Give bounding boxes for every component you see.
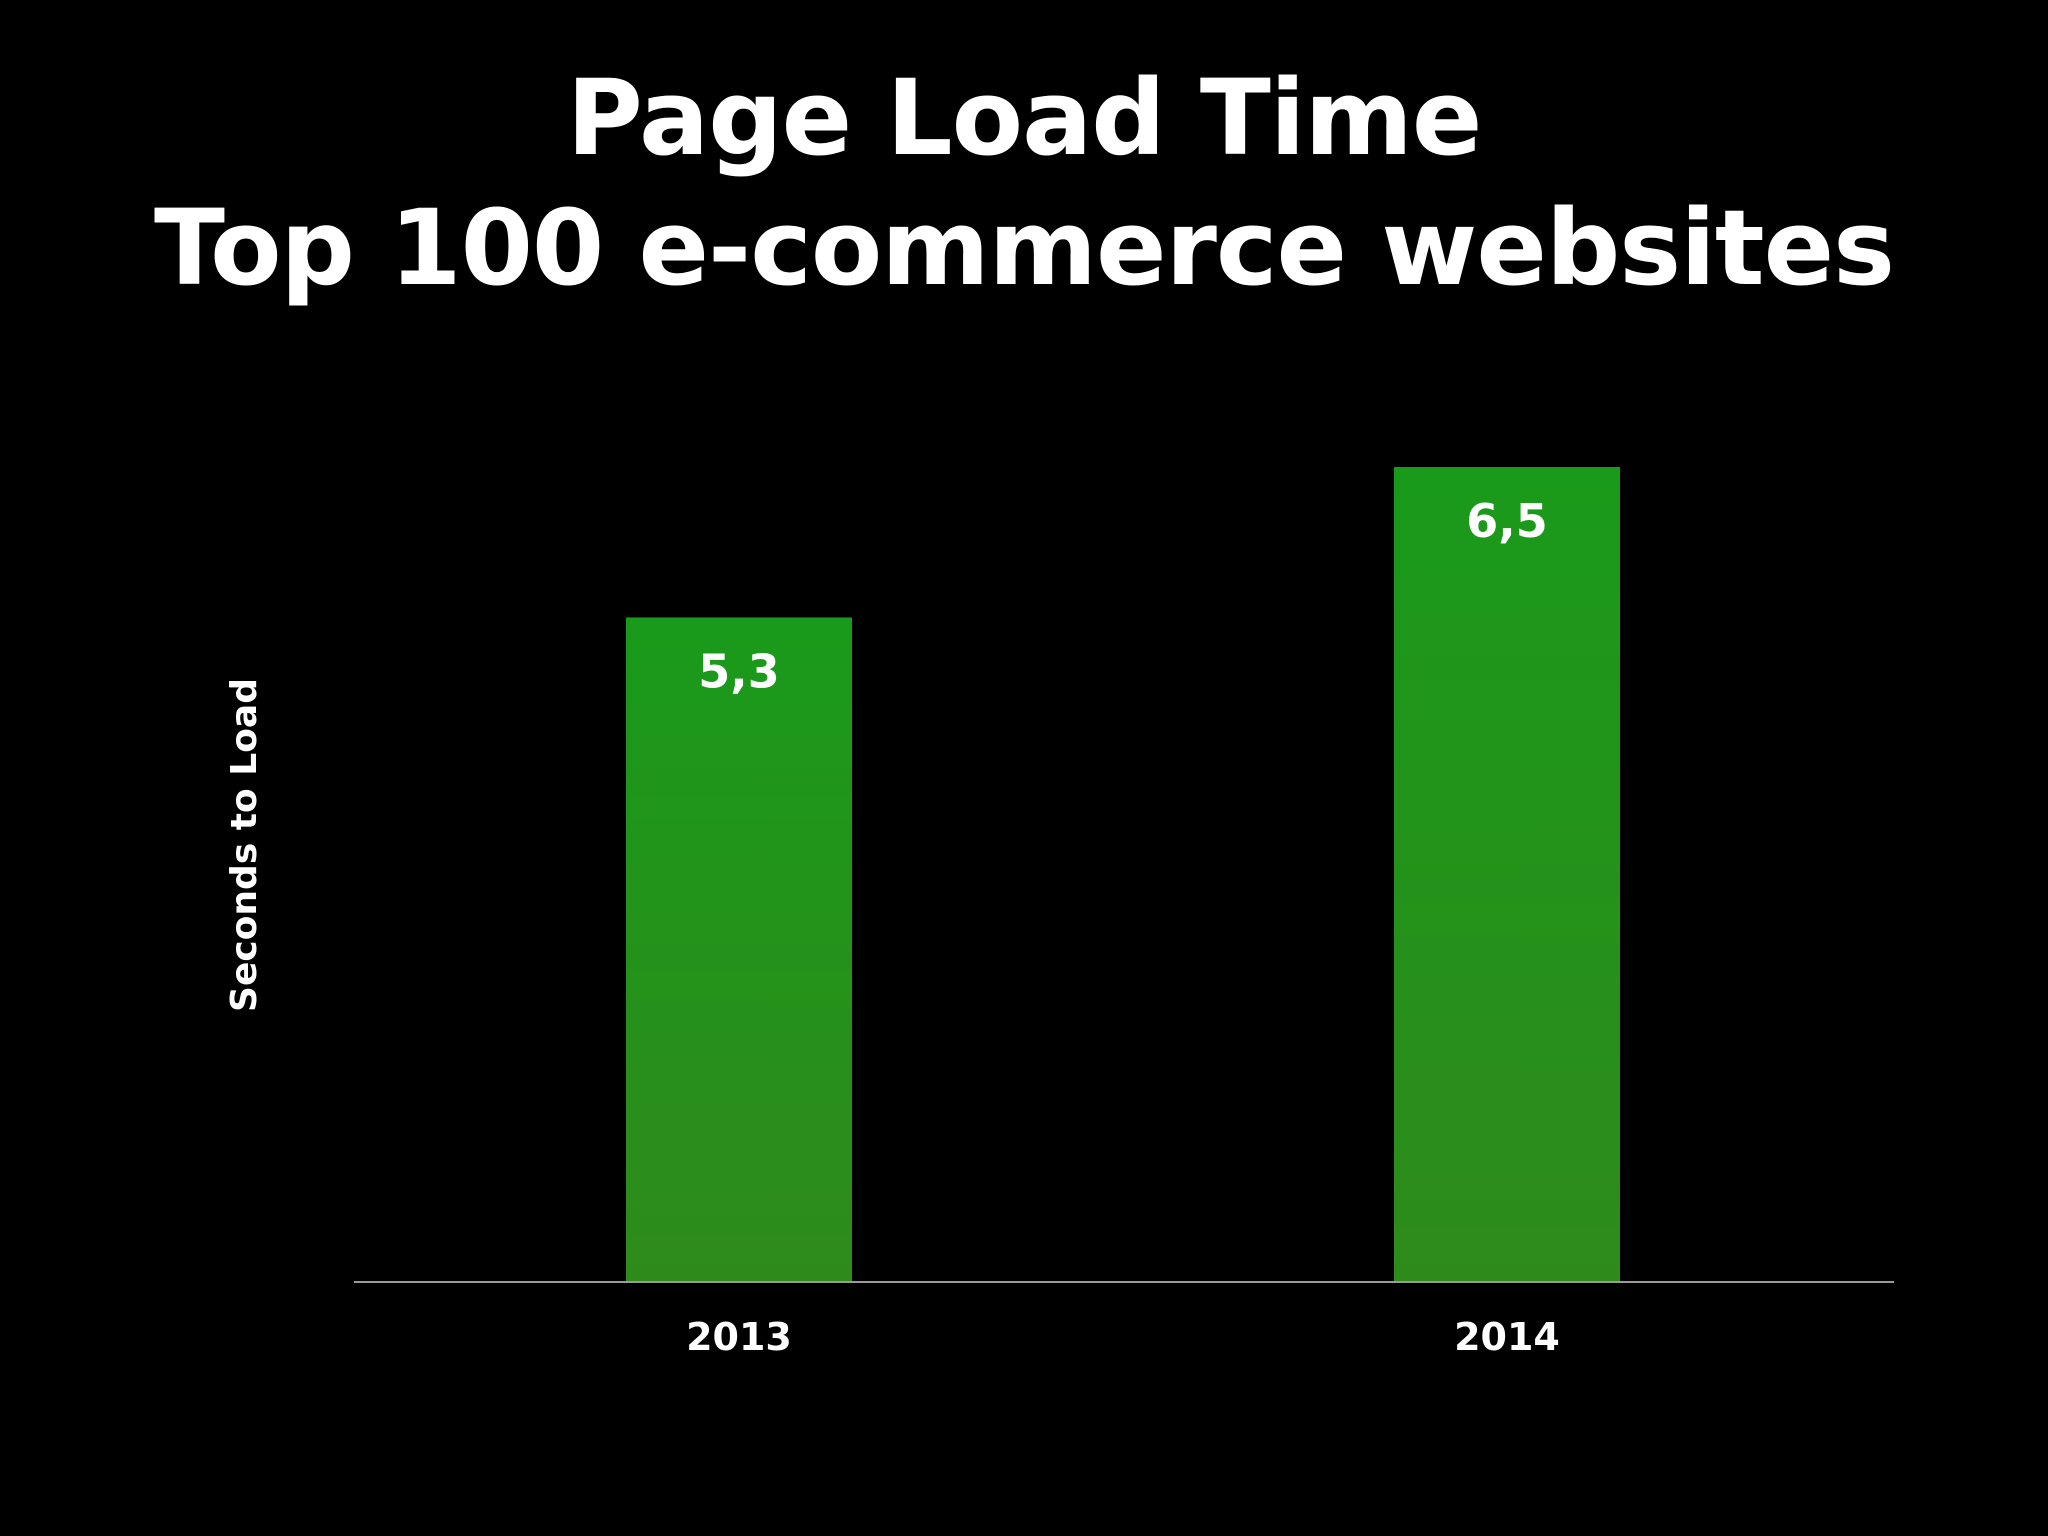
x-tick-label-2014: 2014: [1454, 1315, 1560, 1359]
chart-title: Page Load Time: [566, 57, 1483, 179]
bars-layer: 5,3 2013 6,5 2014: [626, 467, 1620, 1359]
bar-2013: [626, 617, 852, 1282]
y-axis-label: Seconds to Load: [224, 678, 265, 1012]
bar-value-label-2013: 5,3: [698, 644, 780, 698]
chart-subtitle: Top 100 e-commerce websites: [153, 187, 1895, 309]
bar-value-label-2014: 6,5: [1466, 494, 1548, 548]
bar-2014: [1394, 467, 1620, 1282]
x-tick-label-2013: 2013: [686, 1315, 792, 1359]
